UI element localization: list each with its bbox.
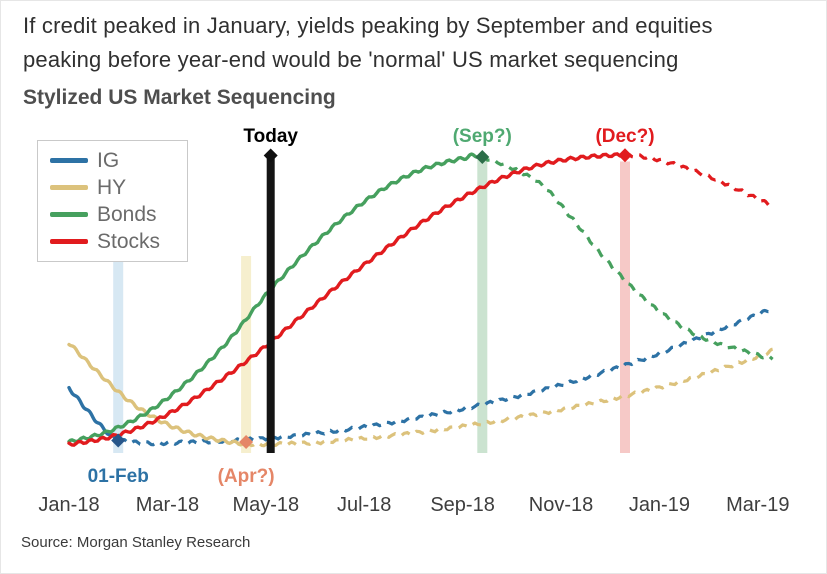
legend-item-ig: IG [50, 148, 175, 173]
event-band-01-Feb [113, 256, 124, 453]
series-line-IG-dashed [118, 307, 774, 447]
annotation-label-01-Feb: 01-Feb [88, 466, 149, 487]
legend-swatch-hy-line [50, 185, 88, 190]
event-marker-(Apr?) [239, 435, 254, 449]
legend-label-stocks: Stocks [97, 230, 161, 253]
legend-item-hy: HY [50, 175, 175, 200]
legend-label-bonds: Bonds [97, 203, 157, 226]
x-tick-label: Jul-18 [337, 494, 391, 516]
annotation-label-(Sep?): (Sep?) [453, 126, 512, 147]
headline-line2: peaking before year-end would be 'normal… [23, 47, 679, 72]
series-line-HY-dashed [245, 347, 773, 448]
source-note: Source: Morgan Stanley Research [21, 534, 251, 551]
x-tick-label: May-18 [232, 494, 299, 516]
x-tick-label: Jan-19 [629, 494, 690, 516]
annotation-label-(Dec?): (Dec?) [595, 126, 654, 147]
event-band-Today [266, 154, 275, 453]
series-line-IG-solid [67, 385, 120, 443]
x-tick-label: Mar-19 [726, 494, 789, 516]
front-layer: Today (Sep?) (Dec?) 01-Feb (Apr?) Jan-18 Mar-1… [38, 126, 789, 516]
series-line-Stocks-dashed [624, 152, 773, 209]
event-marker-(Dec?) [618, 148, 632, 163]
annotation-label-Today: Today [243, 126, 298, 147]
event-marker-Today [263, 148, 278, 163]
legend-label-hy: HY [97, 176, 127, 199]
chart-legend: IG HY Bonds Stocks [37, 140, 188, 262]
series-line-HY-solid [67, 342, 248, 447]
event-marker-(Sep?) [475, 150, 490, 164]
curves-layer [67, 152, 774, 448]
series-line-Bonds-dashed [481, 154, 774, 361]
legend-swatch-ig-line [50, 158, 88, 163]
x-tick-label: Nov-18 [529, 494, 593, 516]
event-band-(Sep?) [477, 158, 488, 453]
x-tick-label: Sep-18 [430, 494, 495, 516]
series-line-Bonds-solid [67, 152, 484, 444]
event-marker-01-Feb [111, 433, 126, 448]
headline-line1: If credit peaked in January, yields peak… [23, 13, 713, 38]
legend-swatch-stocks-line [50, 239, 88, 244]
x-tick-label: Mar-18 [136, 494, 199, 516]
legend-label-ig: IG [97, 149, 120, 172]
legend-item-bonds: Bonds [50, 202, 175, 227]
x-tick-label: Jan-18 [38, 494, 99, 516]
annotation-label-(Apr?): (Apr?) [218, 466, 275, 487]
legend-item-stocks: Stocks [50, 229, 175, 254]
bands-layer [113, 158, 630, 453]
event-band-(Dec?) [620, 161, 630, 453]
chart-title: Stylized US Market Sequencing [23, 86, 336, 109]
series-line-Stocks-solid [67, 152, 627, 447]
legend-swatch-bonds-line [50, 212, 88, 217]
event-band-(Apr?) [241, 256, 252, 453]
